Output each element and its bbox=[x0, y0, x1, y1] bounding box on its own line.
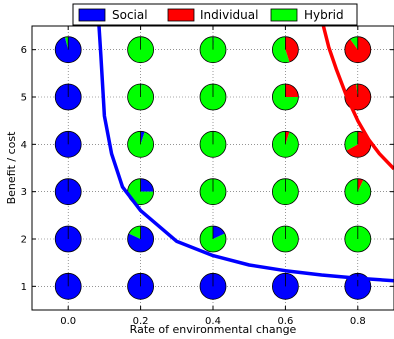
pie-marker bbox=[199, 225, 227, 253]
boundary-curves bbox=[97, 26, 394, 283]
pie-slice-hybrid bbox=[64, 36, 69, 50]
legend-label-social: Social bbox=[112, 8, 148, 22]
pie-slice-individual bbox=[346, 131, 371, 158]
pie-marker bbox=[127, 130, 155, 158]
x-tick-label: 0.6 bbox=[277, 316, 293, 327]
pie-slice-hybrid bbox=[350, 36, 358, 50]
x-tick-label: 0.0 bbox=[60, 316, 76, 327]
pie-outline bbox=[199, 225, 227, 253]
pie-outline bbox=[344, 83, 372, 111]
pie-marker bbox=[54, 83, 82, 111]
pie-outline bbox=[54, 83, 82, 111]
pie-marker bbox=[344, 130, 372, 158]
pie-marker bbox=[271, 178, 299, 206]
pie-slice-social bbox=[140, 131, 145, 145]
pie-marker bbox=[271, 130, 299, 158]
boundary-curve-social bbox=[97, 26, 394, 283]
pie-marker bbox=[271, 36, 299, 64]
pie-marker bbox=[344, 36, 372, 64]
pie-marker bbox=[54, 130, 82, 158]
y-tick-label: 4 bbox=[21, 140, 27, 151]
pie-outline bbox=[199, 178, 227, 206]
pie-slice-individual bbox=[285, 131, 290, 145]
pie-outline bbox=[54, 272, 82, 300]
y-axis-label: Benefit / cost bbox=[5, 131, 18, 205]
pie-marker bbox=[54, 36, 82, 64]
pie-outline bbox=[344, 178, 372, 206]
legend-label-individual: Individual bbox=[200, 8, 258, 22]
axis-ticks: 0.0 0.2 0.4 0.6 0.8 1 2 3 4 5 6 bbox=[21, 26, 394, 327]
pie-marker bbox=[54, 225, 82, 253]
pie-slice-hybrid bbox=[356, 84, 358, 97]
pie-outline bbox=[271, 178, 299, 206]
pie-marker bbox=[127, 83, 155, 111]
pie-outline bbox=[127, 272, 155, 300]
pie-marker bbox=[127, 36, 155, 64]
x-axis-label: Rate of environmental change bbox=[130, 323, 297, 336]
pie-slice-hybrid bbox=[128, 226, 141, 239]
legend-swatch-hybrid bbox=[270, 8, 298, 22]
x-tick-label: 0.2 bbox=[133, 316, 149, 327]
pie-marker bbox=[54, 272, 82, 300]
grid-lines bbox=[32, 26, 394, 310]
pie-slice-social bbox=[140, 178, 154, 192]
pie-marker bbox=[271, 225, 299, 253]
pie-slice-individual bbox=[285, 36, 299, 63]
pie-outline bbox=[199, 83, 227, 111]
pie-outline bbox=[271, 225, 299, 253]
pie-outline bbox=[54, 130, 82, 158]
pie-marker bbox=[199, 178, 227, 206]
pie-slice-hybrid bbox=[344, 178, 371, 205]
pie-slice-social bbox=[213, 226, 225, 239]
pie-outline bbox=[199, 36, 227, 64]
pie-marker bbox=[127, 225, 155, 253]
pie-marker bbox=[127, 272, 155, 300]
pie-marker bbox=[271, 272, 299, 300]
y-tick-label: 2 bbox=[21, 235, 27, 246]
pie-outline bbox=[344, 36, 372, 64]
legend-swatch-social bbox=[78, 8, 106, 22]
pie-outline bbox=[271, 83, 299, 111]
x-tick-label: 0.8 bbox=[350, 316, 366, 327]
pie-outline bbox=[54, 225, 82, 253]
y-tick-label: 3 bbox=[21, 187, 27, 198]
pie-outline bbox=[54, 36, 82, 64]
pie-slice-individual bbox=[285, 84, 299, 97]
pie-outline bbox=[127, 36, 155, 64]
pie-outline bbox=[344, 225, 372, 253]
y-tick-label: 6 bbox=[21, 45, 27, 56]
pie-marker bbox=[199, 130, 227, 158]
legend-swatch-individual bbox=[167, 8, 195, 22]
boundary-curve-individual bbox=[321, 26, 394, 171]
y-tick-label: 5 bbox=[21, 93, 27, 104]
pie-marker bbox=[344, 225, 372, 253]
pie-outline bbox=[344, 272, 372, 300]
pie-outline bbox=[127, 130, 155, 158]
pie-slice-individual bbox=[357, 178, 364, 192]
pie-marker bbox=[199, 272, 227, 300]
pie-outline bbox=[199, 272, 227, 300]
pie-marker bbox=[344, 178, 372, 206]
pie-outline bbox=[271, 272, 299, 300]
pie-outline bbox=[271, 36, 299, 64]
pie-markers bbox=[54, 36, 372, 300]
pie-outline bbox=[271, 130, 299, 158]
pie-marker bbox=[54, 178, 82, 206]
pie-marker bbox=[271, 83, 299, 111]
x-tick-label: 0.4 bbox=[205, 316, 221, 327]
pie-outline bbox=[127, 83, 155, 111]
pie-marker bbox=[199, 83, 227, 111]
pie-outline bbox=[199, 130, 227, 158]
legend-label-hybrid: Hybrid bbox=[304, 8, 344, 22]
pie-outline bbox=[127, 225, 155, 253]
y-tick-label: 1 bbox=[21, 282, 27, 293]
pie-marker bbox=[199, 36, 227, 64]
pie-outline bbox=[54, 178, 82, 206]
legend: Social Individual Hybrid bbox=[72, 3, 358, 26]
